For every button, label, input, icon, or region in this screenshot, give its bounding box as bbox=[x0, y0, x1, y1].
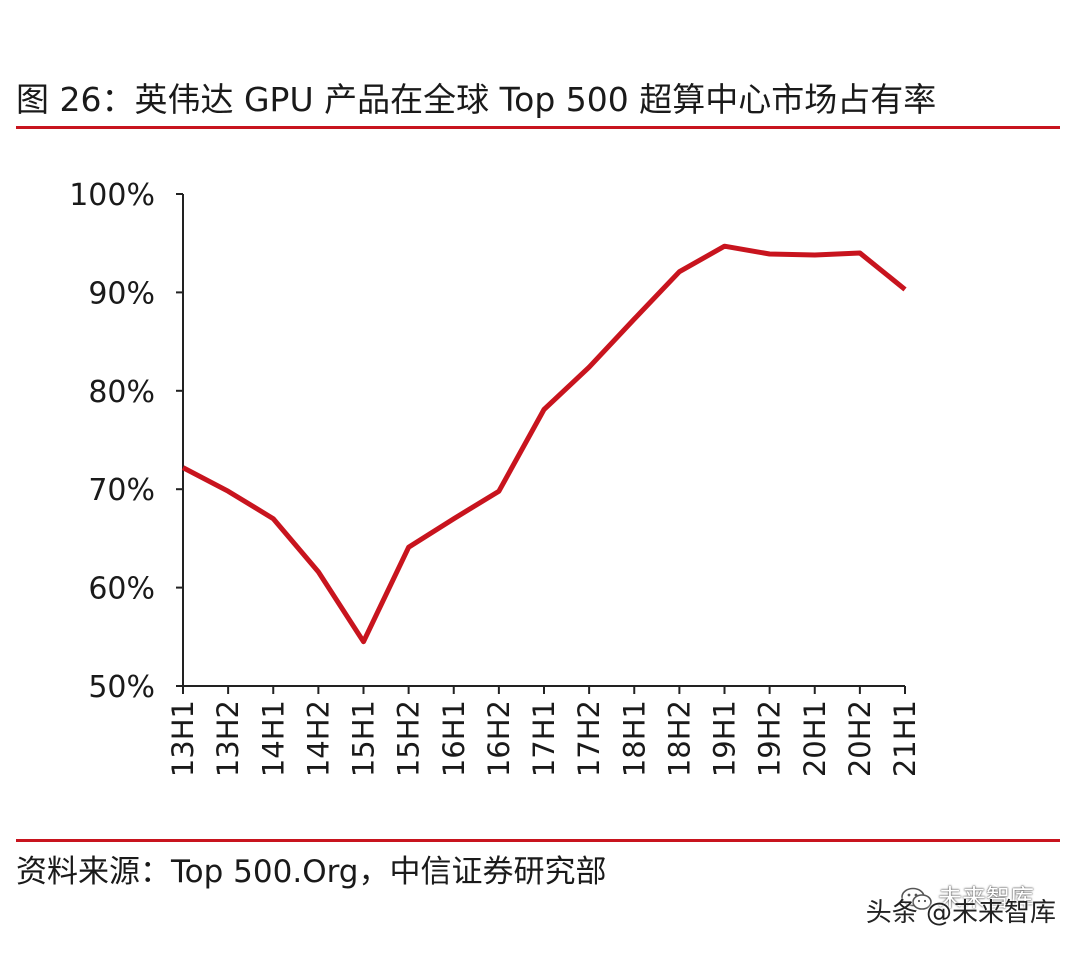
y-tick-label: 50% bbox=[88, 670, 155, 705]
series-line bbox=[181, 243, 907, 645]
y-tick-label: 90% bbox=[88, 276, 155, 311]
x-tick-label: 13H2 bbox=[211, 700, 245, 777]
x-tick-label: 19H1 bbox=[708, 700, 742, 777]
x-tick-label: 15H2 bbox=[392, 700, 426, 777]
x-tick-label: 18H1 bbox=[617, 700, 651, 777]
x-tick-label: 15H1 bbox=[347, 700, 381, 777]
x-tick-label: 19H2 bbox=[753, 700, 787, 777]
line-chart: 50% 60% 70% 80% 90% 100% 13H1 13H2 14H1 14H2 15H1… bbox=[69, 178, 922, 777]
x-tick-label: 21H1 bbox=[888, 700, 922, 777]
wechat-icon bbox=[901, 887, 932, 910]
title-divider bbox=[16, 126, 1060, 129]
y-tick-label: 100% bbox=[69, 178, 155, 213]
series-group bbox=[181, 243, 907, 645]
figure-title: 图 26：英伟达 GPU 产品在全球 Top 500 超算中心市场占有率 bbox=[16, 80, 937, 119]
source-divider bbox=[16, 839, 1060, 842]
x-tick-label: 18H2 bbox=[662, 700, 696, 777]
x-tick-label: 16H2 bbox=[482, 700, 516, 777]
x-axis: 13H1 13H2 14H1 14H2 15H1 15H2 16H1 16H2 17H1 17H2… bbox=[166, 685, 922, 777]
y-tick-label: 60% bbox=[88, 572, 155, 607]
x-tick-label: 20H2 bbox=[843, 700, 877, 777]
x-tick-label: 20H1 bbox=[798, 700, 832, 777]
x-tick-label: 14H1 bbox=[256, 700, 290, 777]
source-note: 资料来源：Top 500.Org，中信证券研究部 bbox=[16, 854, 607, 890]
x-tick-label: 13H1 bbox=[166, 700, 200, 777]
x-tick-label: 17H1 bbox=[527, 700, 561, 777]
x-tick-label: 14H2 bbox=[301, 700, 335, 777]
watermark-overlay: 未来智库 bbox=[938, 884, 1034, 912]
y-axis: 50% 60% 70% 80% 90% 100% bbox=[69, 178, 184, 705]
y-tick-label: 70% bbox=[88, 473, 155, 508]
y-tick-label: 80% bbox=[88, 375, 155, 410]
x-tick-label: 17H2 bbox=[572, 700, 606, 777]
x-tick-label: 16H1 bbox=[437, 700, 471, 777]
watermark: 头条 @未来智库 bbox=[865, 898, 1056, 928]
